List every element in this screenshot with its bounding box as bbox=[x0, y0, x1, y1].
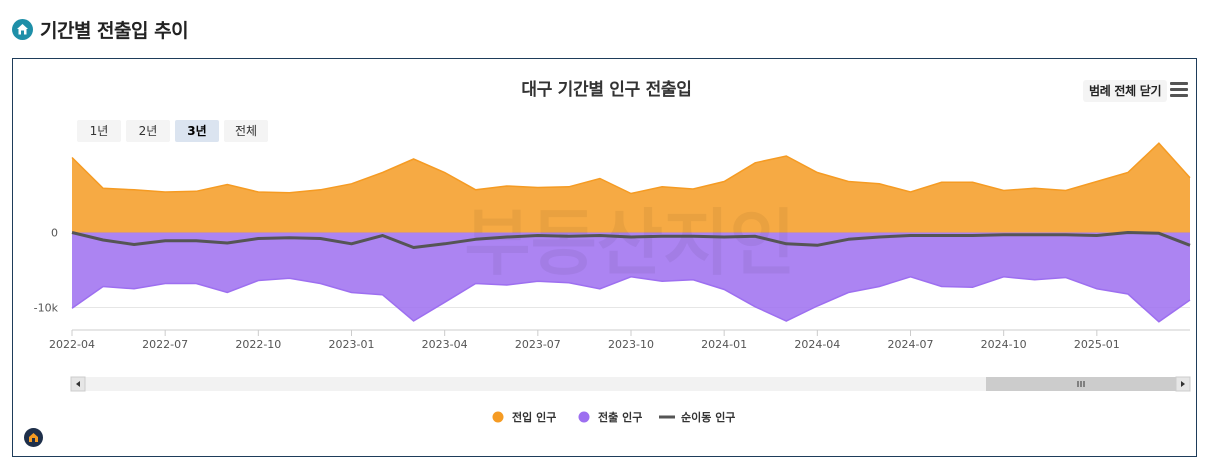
scrollbar-grip-icon bbox=[1077, 381, 1085, 387]
legend-marker-in bbox=[492, 411, 504, 423]
scroll-left-arrow-icon bbox=[76, 381, 80, 387]
range-selector: 1년 2년 3년 전체 bbox=[77, 120, 268, 142]
legend-toggle-button[interactable]: 범례 전체 닫기 bbox=[1083, 80, 1168, 102]
x-tick-label: 2023-10 bbox=[608, 338, 654, 351]
x-tick-label: 2025-01 bbox=[1074, 338, 1120, 351]
range-button-1y[interactable]: 1년 bbox=[77, 120, 121, 142]
x-tick-label: 2022-10 bbox=[235, 338, 281, 351]
scroll-right-arrow-icon bbox=[1181, 381, 1185, 387]
legend-label-out: 전출 인구 bbox=[598, 410, 642, 424]
legend-label-in: 전입 인구 bbox=[512, 410, 556, 424]
watermark-text: 부동산지인 bbox=[464, 201, 795, 285]
y-tick-label: -10k bbox=[34, 302, 59, 315]
x-tick-label: 2024-01 bbox=[701, 338, 747, 351]
section-header: 기간별 전출입 추이 bbox=[12, 14, 189, 44]
x-tick-label: 2023-01 bbox=[329, 338, 375, 351]
x-tick-label: 2023-04 bbox=[422, 338, 468, 351]
home-icon bbox=[12, 18, 33, 40]
series-edge-out bbox=[71, 276, 1191, 323]
legend-item-out[interactable]: 전출 인구 bbox=[578, 410, 643, 424]
x-tick-label: 2024-04 bbox=[794, 338, 840, 351]
y-tick-label: 0 bbox=[51, 227, 58, 240]
series-line-net bbox=[71, 231, 1191, 249]
legend-item-net[interactable]: 순이동 인구 bbox=[659, 410, 735, 424]
x-tick-label: 2023-07 bbox=[515, 338, 561, 351]
x-tick-label: 2024-07 bbox=[888, 338, 934, 351]
series-area-out bbox=[72, 232, 1190, 322]
legend-item-in[interactable]: 전입 인구 bbox=[492, 410, 557, 424]
brand-logo-icon bbox=[24, 428, 43, 447]
series-edge-in bbox=[71, 142, 1191, 195]
legend-marker-out bbox=[578, 411, 590, 423]
chart-title: 대구 기간별 인구 전출입 bbox=[521, 80, 692, 100]
range-button-3y[interactable]: 3년 bbox=[175, 120, 219, 142]
x-tick-label: 2022-07 bbox=[142, 338, 188, 351]
series-area-in bbox=[72, 143, 1190, 233]
navigator-scrollbar[interactable] bbox=[70, 376, 1191, 392]
range-button-2y[interactable]: 2년 bbox=[126, 120, 170, 142]
scrollbar-track[interactable] bbox=[71, 377, 1190, 391]
range-button-all[interactable]: 전체 bbox=[224, 120, 268, 142]
legend-label-net: 순이동 인구 bbox=[681, 410, 735, 424]
hamburger-menu-icon[interactable] bbox=[1170, 82, 1188, 98]
x-tick-label: 2022-04 bbox=[49, 338, 95, 351]
x-tick-label: 2024-10 bbox=[981, 338, 1027, 351]
section-title: 기간별 전출입 추이 bbox=[40, 19, 189, 42]
